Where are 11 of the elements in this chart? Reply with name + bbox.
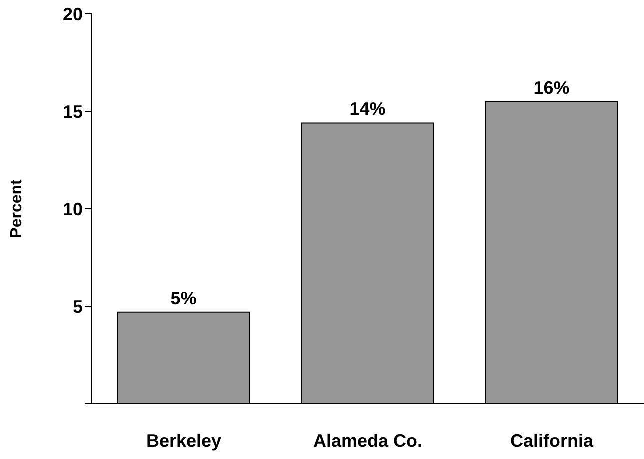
y-tick-label: 10: [62, 199, 83, 220]
y-axis-title: Percent: [8, 178, 26, 238]
y-tick-label: 5: [72, 296, 83, 317]
data-label: 14%: [350, 99, 386, 120]
x-tick-label: Berkeley: [146, 430, 222, 451]
data-label: 16%: [534, 78, 570, 98]
x-tick-label: California: [510, 430, 594, 451]
y-tick-label: 20: [62, 4, 83, 24]
x-tick-label: Alameda Co.: [313, 430, 423, 451]
y-tick-label: 15: [62, 102, 83, 122]
data-label: 5%: [170, 288, 197, 308]
